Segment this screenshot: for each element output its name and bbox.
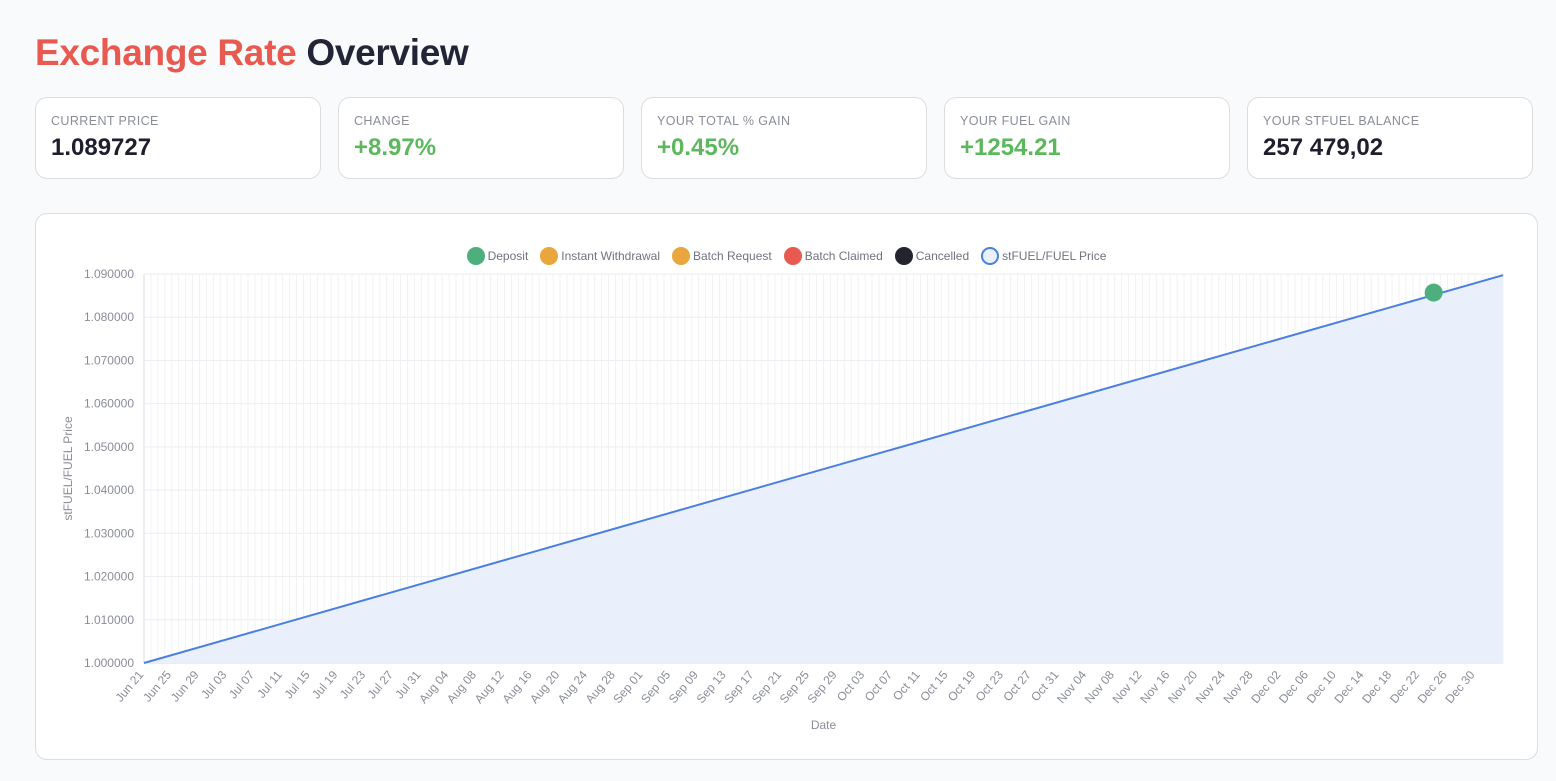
x-tick-label: Oct 03 — [834, 668, 868, 704]
legend-marker-icon — [894, 247, 913, 265]
x-tick-label: Sep 29 — [804, 668, 839, 706]
y-tick-label: 1.000000 — [84, 656, 134, 670]
stat-label: YOUR TOTAL % GAIN — [657, 114, 791, 128]
legend-item-deposit[interactable]: Deposit — [466, 247, 529, 265]
y-tick-label: 1.060000 — [84, 397, 134, 411]
x-tick-label: Jul 27 — [365, 668, 397, 702]
y-tick-label: 1.020000 — [84, 570, 134, 584]
y-tick-label: 1.090000 — [84, 267, 134, 281]
legend-item-price[interactable]: stFUEL/FUEL Price — [981, 247, 1106, 265]
x-tick-label: Jul 23 — [337, 668, 369, 702]
y-tick-label: 1.010000 — [84, 613, 134, 627]
x-tick-label: Oct 15 — [917, 668, 951, 704]
chart-legend: Deposit Instant Withdrawal Batch Request… — [36, 247, 1537, 265]
stats-cards: CURRENT PRICE 1.089727 CHANGE +8.97% YOU… — [35, 97, 1533, 179]
stat-label: YOUR STFUEL BALANCE — [1263, 114, 1420, 128]
y-tick-label: 1.030000 — [84, 526, 134, 540]
stat-value: +8.97% — [354, 134, 437, 161]
stat-card-stfuel-balance: YOUR STFUEL BALANCE 257 479,02 — [1247, 97, 1533, 179]
x-tick-label: Jul 11 — [254, 668, 285, 701]
legend-item-cancelled[interactable]: Cancelled — [894, 247, 970, 265]
stat-value: +0.45% — [657, 134, 740, 161]
price-chart: 1.000000 1.010000 1.020000 1.030000 1.040000… — [61, 267, 1504, 732]
stat-value: 257 479,02 — [1263, 134, 1384, 161]
stat-card-total-gain: YOUR TOTAL % GAIN +0.45% — [641, 97, 927, 179]
x-tick-label: Jul 15 — [281, 668, 313, 702]
y-tick-label: 1.040000 — [84, 483, 134, 497]
legend-item-batch-request[interactable]: Batch Request — [672, 247, 772, 265]
x-tick-label: Oct 27 — [1000, 668, 1034, 704]
legend-item-instant-withdrawal[interactable]: Instant Withdrawal — [540, 247, 660, 265]
deposit-marker — [1424, 283, 1443, 302]
x-tick-label: Jun 21 — [112, 668, 146, 705]
stat-value: +1254.21 — [960, 134, 1061, 161]
page-title-rest: Overview — [306, 32, 469, 73]
x-tick-label: Oct 23 — [973, 668, 1007, 704]
x-tick-label: Oct 19 — [945, 668, 979, 704]
y-tick-label: 1.080000 — [84, 310, 134, 324]
x-tick-label: Jul 03 — [198, 668, 230, 702]
y-tick-label: 1.070000 — [84, 353, 134, 367]
legend-label: Cancelled — [915, 249, 970, 263]
legend-marker-icon — [981, 247, 1000, 265]
stat-card-change: CHANGE +8.97% — [338, 97, 624, 179]
legend-item-batch-claimed[interactable]: Batch Claimed — [783, 247, 883, 265]
y-axis-title: stFUEL/FUEL Price — [61, 416, 75, 521]
legend-marker-icon — [540, 247, 559, 265]
legend-label: Instant Withdrawal — [561, 249, 660, 263]
chart-card: 1.000000 1.010000 1.020000 1.030000 1.040000… — [35, 213, 1538, 760]
stat-label: CHANGE — [354, 114, 410, 128]
page-title-accent: Exchange Rate — [35, 32, 297, 73]
x-tick-label: Oct 07 — [862, 668, 896, 704]
x-axis-title: Date — [811, 718, 837, 732]
legend-label: Batch Claimed — [804, 249, 883, 263]
stat-label: CURRENT PRICE — [51, 114, 159, 128]
legend-marker-icon — [466, 247, 485, 265]
x-tick-label: Oct 11 — [890, 668, 923, 704]
legend-label: stFUEL/FUEL Price — [1002, 249, 1107, 263]
y-tick-label: 1.050000 — [84, 440, 134, 454]
stat-label: YOUR FUEL GAIN — [960, 114, 1071, 128]
stat-card-current-price: CURRENT PRICE 1.089727 — [35, 97, 321, 179]
legend-label: Batch Request — [693, 249, 772, 263]
x-tick-label: Dec 30 — [1442, 668, 1477, 706]
legend-marker-icon — [783, 247, 802, 265]
legend-label: Deposit — [487, 249, 529, 263]
x-tick-label: Jun 25 — [140, 668, 174, 705]
page-title: Exchange Rate Overview — [35, 30, 469, 76]
stat-value: 1.089727 — [51, 134, 152, 161]
x-tick-label: Jul 19 — [309, 668, 341, 702]
legend-marker-icon — [672, 247, 690, 265]
price-line — [143, 274, 1504, 664]
stat-card-fuel-gain: YOUR FUEL GAIN +1254.21 — [944, 97, 1230, 179]
x-tick-label: Jun 29 — [168, 668, 202, 705]
x-tick-label: Jul 07 — [226, 668, 258, 702]
